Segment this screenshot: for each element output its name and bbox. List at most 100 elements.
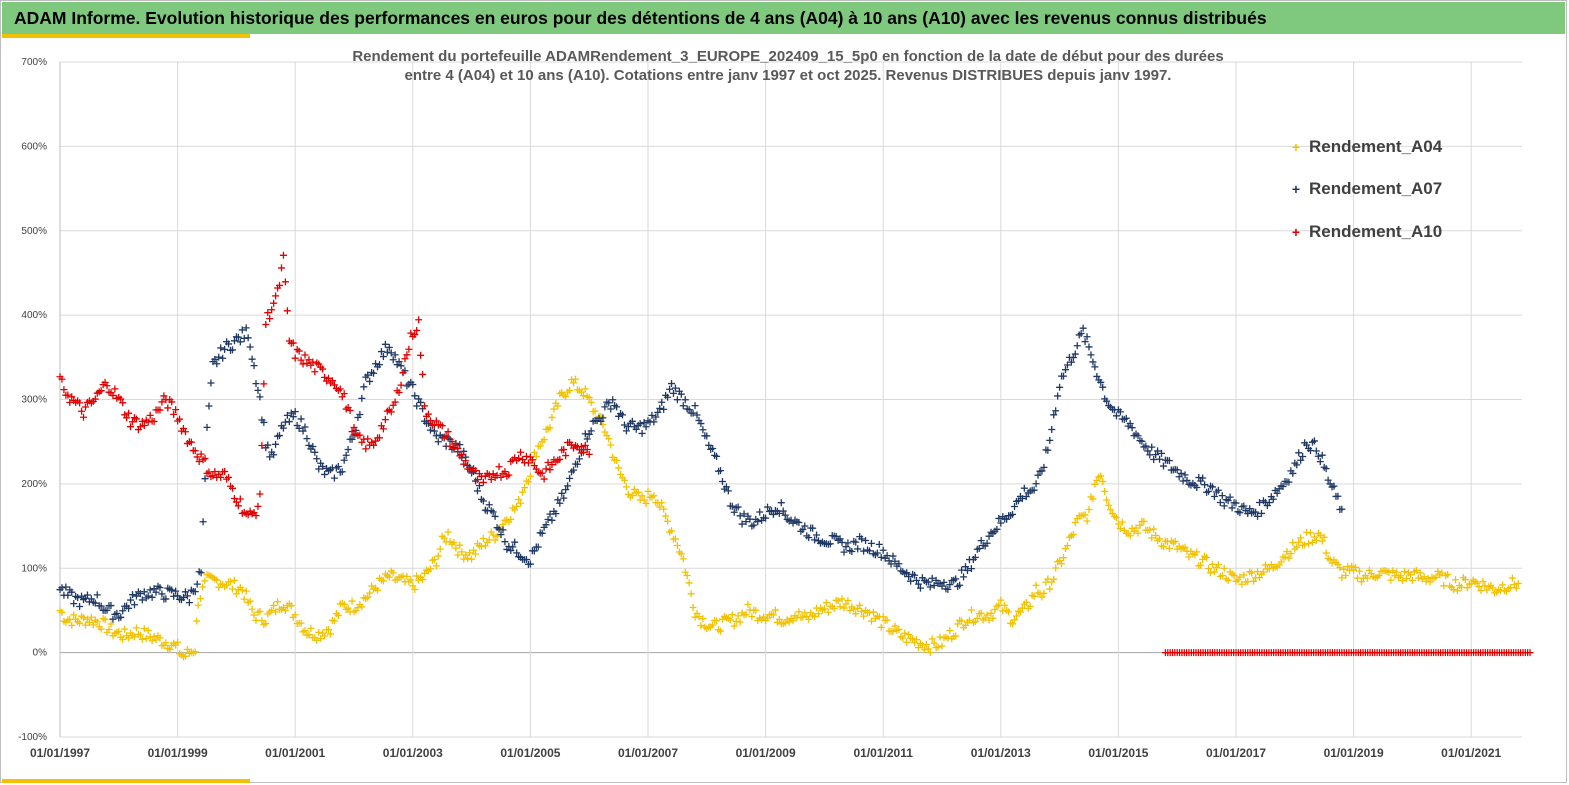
point-a07: [840, 548, 848, 556]
point-a04: [1397, 572, 1405, 580]
point-a04: [860, 612, 868, 620]
point-a07: [1295, 449, 1303, 457]
point-a04: [1287, 550, 1295, 558]
point-a07: [1226, 493, 1234, 501]
point-a07: [619, 411, 627, 419]
point-a04: [1512, 584, 1520, 592]
point-a10: [411, 331, 419, 339]
point-a07: [511, 538, 519, 546]
point-a07: [397, 362, 405, 370]
point-a04: [1060, 554, 1068, 562]
point-a10: [542, 465, 550, 473]
point-a10: [381, 416, 389, 424]
point-a04: [250, 611, 258, 619]
point-a07: [1279, 482, 1287, 490]
point-a10: [399, 368, 407, 376]
point-a04: [76, 619, 84, 627]
point-a07: [1257, 509, 1265, 517]
point-a04: [1240, 571, 1248, 579]
point-a04: [1348, 562, 1356, 570]
point-a10: [144, 418, 152, 426]
point-a10: [579, 448, 587, 456]
point-a07: [875, 540, 883, 548]
point-a07: [191, 588, 199, 596]
point-a07: [383, 348, 391, 356]
point-a07: [944, 585, 952, 593]
y-tick-label: 300%: [21, 395, 47, 406]
point-a07: [117, 613, 125, 621]
point-a04: [199, 583, 207, 591]
point-a10-zero: [1526, 649, 1534, 657]
point-a04: [644, 487, 652, 495]
point-a07: [705, 441, 713, 449]
point-a04: [607, 441, 615, 449]
point-a07: [779, 507, 787, 515]
point-a07: [664, 393, 672, 401]
point-a07: [125, 604, 133, 612]
point-a04: [228, 585, 236, 593]
point-a07: [1144, 447, 1152, 455]
point-a04: [805, 615, 813, 623]
point-a07: [225, 340, 233, 348]
point-a07: [1218, 492, 1226, 500]
point-a04: [340, 600, 348, 608]
point-a04: [181, 652, 189, 660]
point-a07: [1085, 343, 1093, 351]
point-a07: [795, 518, 803, 526]
point-a04: [1016, 608, 1024, 616]
point-a04: [1218, 572, 1226, 580]
point-a07: [526, 560, 534, 568]
point-a07: [730, 508, 738, 516]
point-a04: [513, 502, 521, 510]
point-a07: [130, 601, 138, 609]
point-a04: [928, 635, 936, 643]
point-a07: [777, 499, 785, 507]
point-a04: [571, 375, 579, 383]
point-a04: [713, 617, 721, 625]
point-a04: [1112, 514, 1120, 522]
point-a10: [138, 417, 146, 425]
point-a07: [234, 333, 242, 341]
point-a04: [926, 649, 934, 657]
point-a10: [581, 441, 589, 449]
point-a04: [799, 613, 807, 621]
point-a04: [379, 577, 387, 585]
point-a07: [838, 538, 846, 546]
point-a07: [193, 580, 201, 588]
point-a07: [499, 526, 507, 534]
point-a07: [201, 475, 209, 483]
point-a07: [1269, 495, 1277, 503]
point-a10: [583, 446, 591, 454]
point-a07: [605, 399, 613, 407]
point-a07: [491, 512, 499, 520]
point-a04: [326, 630, 334, 638]
point-a04: [699, 615, 707, 623]
point-a04: [1281, 553, 1289, 561]
point-a04: [840, 604, 848, 612]
point-a10: [305, 356, 313, 364]
point-a04: [995, 601, 1003, 609]
point-a10: [132, 415, 140, 423]
point-a04: [1308, 538, 1316, 546]
point-a04: [628, 491, 636, 499]
point-a07: [1032, 480, 1040, 488]
point-a04: [481, 542, 489, 550]
point-a04: [468, 555, 476, 563]
point-a10: [426, 417, 434, 425]
point-a04: [1101, 487, 1109, 495]
point-a04: [977, 609, 985, 617]
y-tick-label: 100%: [21, 563, 47, 574]
point-a10: [403, 351, 411, 359]
point-a10: [356, 431, 364, 439]
point-a07: [387, 349, 395, 357]
point-a04: [1126, 532, 1134, 540]
point-a07: [279, 424, 287, 432]
legend-label-a07: Rendement_A07: [1309, 179, 1442, 198]
point-a04: [1432, 573, 1440, 581]
point-a04: [997, 596, 1005, 604]
point-a07: [1228, 504, 1236, 512]
point-a04: [1475, 583, 1483, 591]
point-a10: [60, 386, 68, 394]
point-a07: [230, 337, 238, 345]
legend-label-a10: Rendement_A10: [1309, 222, 1442, 241]
